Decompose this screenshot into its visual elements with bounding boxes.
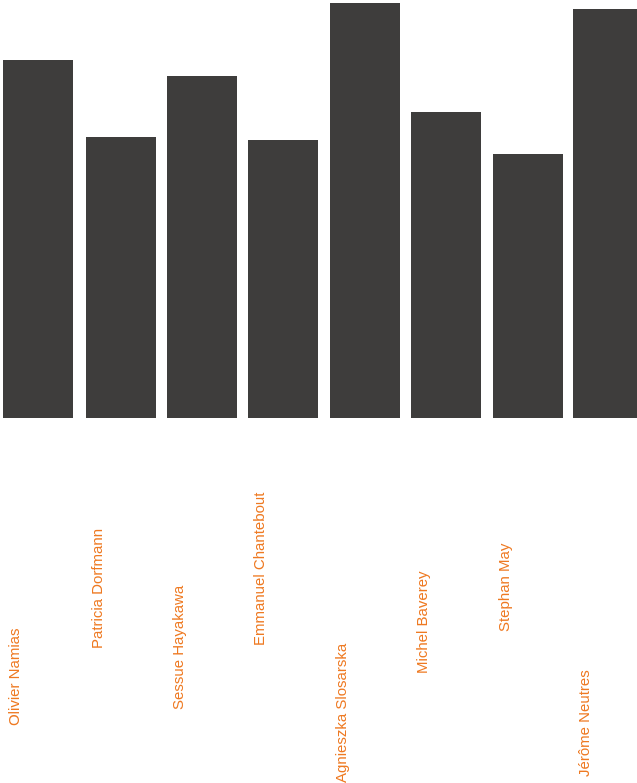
org-board: Olivier Namias Vice-Président en Exercic… xyxy=(0,0,637,418)
member-name: Sessue Hayakawa xyxy=(169,375,189,710)
member-bar-olivier-namias: Olivier Namias Vice-Président en Exercic… xyxy=(3,60,73,418)
member-bar-emmanuel-chantebout: Emmanuel Chantebout Secrétaire Général (… xyxy=(248,140,318,418)
member-name: Olivier Namias xyxy=(5,375,25,726)
member-title: Vice-Président en Exercice (VPE) xyxy=(25,375,45,726)
member-title: Grand Chambellan (GC) xyxy=(515,375,535,632)
member-name: Jérôme Neutres xyxy=(575,375,595,777)
member-label: Olivier Namias Vice-Président en Exercic… xyxy=(5,375,45,726)
member-name: Emmanuel Chantebout xyxy=(250,375,270,646)
member-title: Commissaire Politique (CP) xyxy=(433,375,453,674)
member-label: Patricia Dorfmann Conseillère Spéciale (… xyxy=(88,375,128,649)
member-title: Vice-Président Honoraire (VPH) xyxy=(189,375,209,710)
member-name: Agnieszka Slosarska xyxy=(332,375,352,783)
member-label: Stephan May Grand Chambellan (GC) xyxy=(495,375,535,632)
member-bar-patricia-dorfmann: Patricia Dorfmann Conseillère Spéciale (… xyxy=(86,137,156,418)
member-label: Sessue Hayakawa Vice-Président Honoraire… xyxy=(169,375,209,710)
member-bar-jerome-neutres: Jérôme Neutres Conglomérat des Thakurs I… xyxy=(573,9,637,418)
member-label: Jérôme Neutres Conglomérat des Thakurs I… xyxy=(575,375,615,777)
member-bar-sessue-hayakawa: Sessue Hayakawa Vice-Président Honoraire… xyxy=(167,76,237,418)
member-bar-stephan-may: Stephan May Grand Chambellan (GC) xyxy=(493,154,563,418)
member-title: Directrice de la Veille Stratégique (DVS… xyxy=(352,375,372,783)
member-name: Patricia Dorfmann xyxy=(88,375,108,649)
member-label: Agnieszka Slosarska Directrice de la Vei… xyxy=(332,375,372,783)
member-name: Stephan May xyxy=(495,375,515,632)
member-title: Secrétaire Général (SG) xyxy=(270,375,290,646)
member-bar-agnieszka-slosarska: Agnieszka Slosarska Directrice de la Vei… xyxy=(330,3,400,418)
member-name: Michel Baverey xyxy=(413,375,433,674)
member-label: Emmanuel Chantebout Secrétaire Général (… xyxy=(250,375,290,646)
member-label: Michel Baverey Commissaire Politique (CP… xyxy=(413,375,453,674)
member-title: Conglomérat des Thakurs Indiens (CTI) xyxy=(595,375,615,777)
member-title: Conseillère Spéciale (CS) xyxy=(108,375,128,649)
member-bar-michel-baverey: Michel Baverey Commissaire Politique (CP… xyxy=(411,112,481,418)
